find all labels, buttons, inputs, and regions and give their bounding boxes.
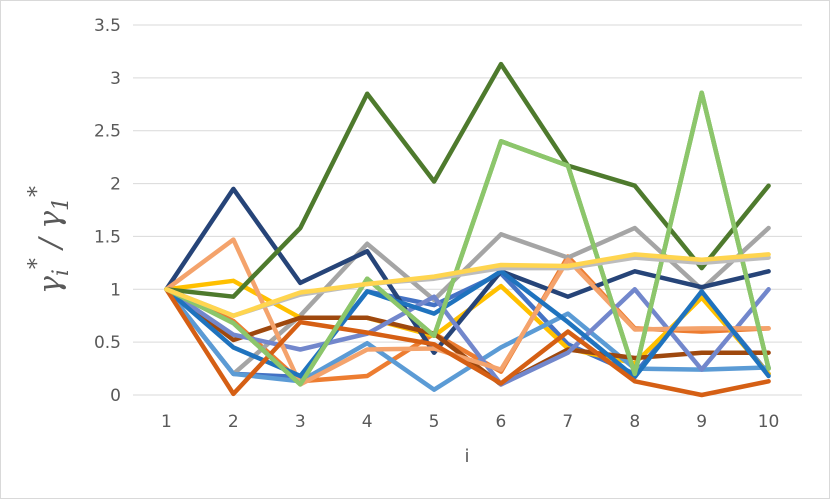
y-tick-label: 3 — [110, 69, 121, 89]
series-line-12 — [164, 287, 771, 398]
x-tick-label: 3 — [295, 412, 306, 432]
y-tick-label: 2 — [110, 175, 121, 195]
y-tick-label: 0 — [110, 386, 121, 406]
x-tick-label: 8 — [629, 412, 640, 432]
series-line-5 — [164, 287, 771, 392]
series-line-10 — [164, 237, 771, 387]
x-tick-label: 9 — [696, 412, 707, 432]
x-tick-label: 7 — [562, 412, 573, 432]
x-tick-label: 10 — [758, 412, 780, 432]
x-axis-title: i — [464, 446, 469, 467]
x-tick-label: 2 — [228, 412, 239, 432]
x-axis-tick-labels: 1 2 3 4 5 6 7 8 9 10 — [161, 412, 779, 432]
x-tick-label: 4 — [362, 412, 373, 432]
svg-text:γi* / γ1*: γi* / γ1* — [25, 186, 74, 294]
y-axis-title: γi* / γ1* — [25, 186, 74, 294]
x-tick-label: 5 — [429, 412, 440, 432]
series-line-14 — [164, 90, 771, 387]
series-line-11 — [164, 269, 771, 380]
series-line-7 — [164, 186, 771, 355]
y-tick-label: 2.5 — [94, 122, 121, 142]
series-line-16 — [164, 252, 771, 318]
y-tick-label: 0.5 — [94, 333, 121, 353]
series-lines — [164, 61, 771, 398]
y-axis-tick-labels: 0 0.5 1 1.5 2 2.5 3 3.5 — [94, 16, 121, 406]
y-axis-title-gamma-i: γ — [33, 276, 68, 294]
y-tick-label: 1.5 — [94, 227, 121, 247]
x-tick-label: 6 — [496, 412, 507, 432]
y-tick-label: 1 — [110, 280, 121, 300]
y-tick-label: 3.5 — [94, 16, 121, 36]
x-tick-label: 1 — [161, 412, 172, 432]
